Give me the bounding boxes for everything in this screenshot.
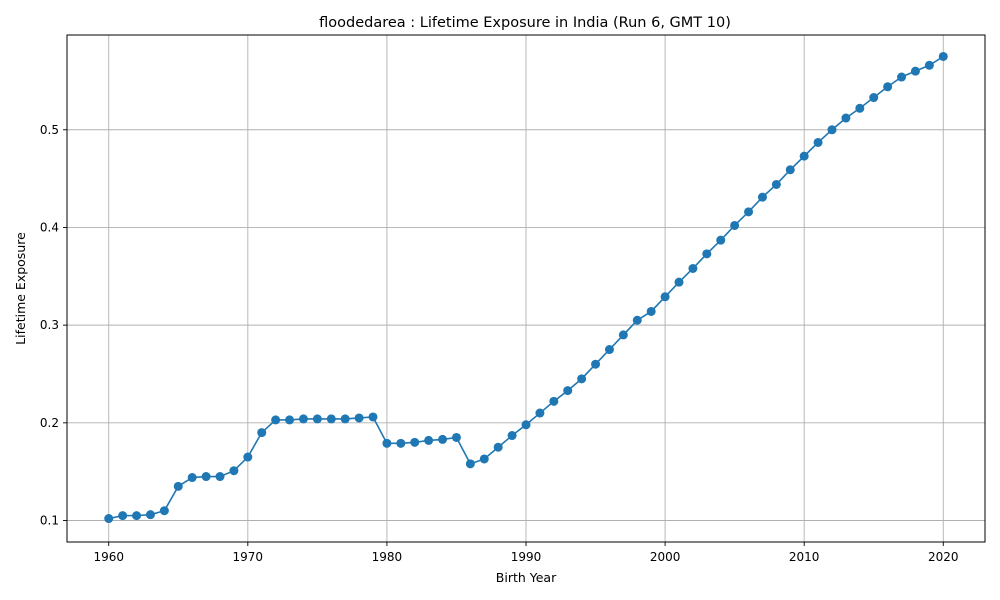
data-points	[104, 51, 948, 524]
data-point	[410, 437, 420, 447]
data-point	[326, 414, 336, 424]
plot-frame	[66, 34, 986, 543]
data-point	[243, 452, 253, 462]
x-tick-label: 2000	[650, 550, 681, 564]
data-point	[396, 438, 406, 448]
data-point	[479, 454, 489, 464]
data-point	[618, 330, 628, 340]
data-point	[938, 51, 948, 61]
data-point	[382, 438, 392, 448]
chart-title: floodedarea : Lifetime Exposure in India…	[319, 15, 731, 31]
data-point	[354, 413, 364, 423]
x-tick-label: 1990	[511, 550, 542, 564]
x-tick-label: 1980	[372, 550, 403, 564]
grid-lines	[67, 35, 985, 542]
data-point	[271, 415, 281, 425]
x-tick-label: 1970	[233, 550, 264, 564]
data-point	[438, 434, 448, 444]
data-point	[563, 386, 573, 396]
data-point	[688, 263, 698, 273]
data-point	[744, 207, 754, 217]
y-tick-label: 0.5	[40, 123, 59, 137]
data-point	[104, 514, 114, 524]
data-point	[285, 415, 295, 425]
data-point	[855, 103, 865, 113]
data-point	[869, 93, 879, 103]
data-point	[312, 414, 322, 424]
x-tick-label: 2010	[789, 550, 820, 564]
y-tick-label: 0.3	[40, 318, 59, 332]
data-point	[660, 292, 670, 302]
data-point	[632, 315, 642, 325]
data-point	[298, 414, 308, 424]
data-point	[493, 442, 503, 452]
x-tick-label: 2020	[928, 550, 959, 564]
data-point	[910, 66, 920, 76]
data-point	[187, 473, 197, 483]
x-tick-label: 1960	[93, 550, 124, 564]
data-point	[521, 420, 531, 430]
data-point	[173, 481, 183, 491]
y-tick-label: 0.1	[40, 514, 59, 528]
axes: 1960 1970 1980 1990 2000 2010 2020 0.1 0.2 0.3 0.4…	[40, 123, 959, 564]
data-point	[897, 72, 907, 82]
y-tick-label: 0.4	[40, 220, 59, 234]
data-point	[451, 432, 461, 442]
data-point	[201, 472, 211, 482]
data-point	[771, 179, 781, 189]
data-point	[507, 431, 517, 441]
data-point	[132, 511, 142, 521]
data-point	[424, 435, 434, 445]
data-point	[841, 113, 851, 123]
data-point	[702, 249, 712, 259]
data-point	[757, 192, 767, 202]
data-point	[368, 412, 378, 422]
data-point	[799, 151, 809, 161]
data-point	[924, 60, 934, 70]
data-point	[646, 306, 656, 316]
data-point	[730, 220, 740, 230]
data-point	[674, 277, 684, 287]
data-point	[604, 345, 614, 355]
data-point	[159, 506, 169, 516]
data-point	[145, 510, 155, 520]
data-point	[535, 408, 545, 418]
data-point	[813, 137, 823, 147]
data-point	[883, 82, 893, 92]
data-point	[257, 428, 267, 438]
data-point	[827, 125, 837, 135]
y-axis-label: Lifetime Exposure	[13, 232, 28, 345]
data-point	[118, 511, 128, 521]
data-point	[716, 235, 726, 245]
data-point	[785, 165, 795, 175]
data-point	[465, 459, 475, 469]
data-point	[591, 359, 601, 369]
data-point	[229, 466, 239, 476]
data-point	[215, 472, 225, 482]
data-point	[549, 396, 559, 406]
y-tick-label: 0.2	[40, 416, 59, 430]
x-axis-label: Birth Year	[496, 570, 557, 585]
data-point	[577, 374, 587, 384]
data-point	[340, 414, 350, 424]
